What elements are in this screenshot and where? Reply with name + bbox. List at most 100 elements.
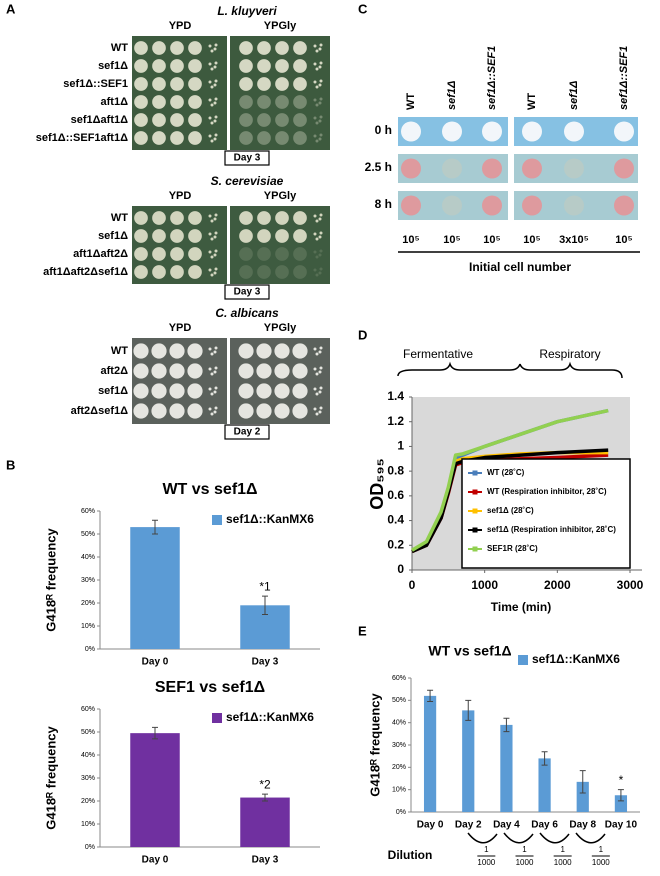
colony-dot bbox=[315, 139, 319, 143]
assay-spot bbox=[482, 195, 502, 216]
colony-spot bbox=[169, 383, 185, 399]
error-bar bbox=[262, 793, 268, 802]
colony-spot bbox=[151, 343, 167, 359]
y-tick-label: 50% bbox=[81, 729, 95, 736]
error-bar bbox=[579, 770, 586, 794]
colony-dot bbox=[213, 410, 217, 414]
strain-label: WT bbox=[526, 93, 538, 110]
y-tick-label: 10% bbox=[81, 821, 95, 828]
colony-spot bbox=[238, 363, 254, 379]
colony-spot bbox=[293, 113, 307, 127]
x-tick-label: 1000 bbox=[471, 578, 498, 592]
strain-label: sef1Δ::SEF1 bbox=[63, 78, 128, 90]
colony-dot bbox=[214, 346, 218, 350]
colony-dot bbox=[210, 139, 214, 143]
plate bbox=[230, 36, 330, 150]
colony-dot bbox=[213, 119, 217, 123]
error-bar bbox=[152, 726, 158, 740]
legend-label: sef1Δ (28˚C) bbox=[487, 506, 534, 515]
colony-dot bbox=[318, 235, 322, 239]
x-tick-label: Day 3 bbox=[252, 657, 279, 668]
day-label: Day 3 bbox=[234, 287, 261, 298]
colony-dot bbox=[315, 103, 319, 107]
colony-spot bbox=[134, 131, 148, 145]
colony-spot bbox=[239, 59, 253, 73]
colony-dot bbox=[214, 133, 218, 137]
colony-spot bbox=[170, 77, 184, 91]
colony-dot bbox=[315, 219, 319, 223]
colony-spot bbox=[275, 247, 289, 261]
colony-dot bbox=[214, 249, 218, 253]
colony-dot bbox=[208, 387, 212, 391]
colony-spot bbox=[275, 59, 289, 73]
colony-spot bbox=[170, 265, 184, 279]
colony-spot bbox=[134, 77, 148, 91]
bracket bbox=[519, 361, 623, 379]
colony-dot bbox=[318, 83, 322, 87]
colony-spot bbox=[152, 59, 166, 73]
colony-dot bbox=[214, 115, 218, 119]
colony-spot bbox=[275, 211, 289, 225]
cell-number: 10⁵ bbox=[483, 234, 500, 246]
colony-dot bbox=[313, 214, 317, 218]
colony-spot bbox=[170, 41, 184, 55]
x-tick-label: Day 4 bbox=[493, 820, 520, 831]
colony-spot bbox=[293, 95, 307, 109]
colony-spot bbox=[170, 131, 184, 145]
colony-dot bbox=[313, 347, 317, 351]
line-series bbox=[411, 448, 609, 554]
y-tick-label: 0.6 bbox=[387, 488, 404, 502]
colony-dot bbox=[313, 407, 317, 411]
strain-label: sef1Δ::SEF1aft1Δ bbox=[36, 132, 128, 144]
colony-dot bbox=[213, 271, 217, 275]
colony-spot bbox=[134, 113, 148, 127]
colony-dot bbox=[315, 121, 319, 125]
colony-dot bbox=[318, 390, 322, 394]
bar bbox=[130, 527, 180, 649]
y-axis-label: OD₅₉₅ bbox=[367, 458, 387, 510]
y-tick-label: 60% bbox=[81, 706, 95, 713]
assay-spot bbox=[442, 158, 462, 179]
error-bar bbox=[465, 699, 472, 721]
panel-label: A bbox=[6, 1, 16, 16]
colony-spot bbox=[274, 383, 290, 399]
strain-label: aft1Δaft2Δ bbox=[73, 248, 128, 260]
colony-dot bbox=[213, 350, 217, 354]
colony-dot bbox=[318, 217, 322, 221]
colony-spot bbox=[169, 403, 185, 419]
colony-dot bbox=[213, 217, 217, 221]
fraction-numerator: 1 bbox=[484, 845, 489, 854]
colony-dot bbox=[208, 98, 212, 102]
strain-label: sef1Δ::SEF1 bbox=[618, 46, 630, 110]
colony-spot bbox=[133, 343, 149, 359]
colony-dot bbox=[208, 250, 212, 254]
colony-spot bbox=[274, 343, 290, 359]
colony-spot bbox=[274, 403, 290, 419]
colony-spot bbox=[257, 247, 271, 261]
colony-dot bbox=[315, 372, 319, 376]
colony-spot bbox=[292, 363, 308, 379]
chart-title: WT vs sef1Δ bbox=[162, 481, 257, 498]
colony-dot bbox=[319, 249, 323, 253]
cell-number: 10⁵ bbox=[615, 234, 632, 246]
y-tick-label: 60% bbox=[81, 508, 95, 515]
colony-spot bbox=[292, 403, 308, 419]
colony-spot bbox=[151, 383, 167, 399]
fraction-numerator: 1 bbox=[522, 845, 527, 854]
y-tick-label: 20% bbox=[392, 764, 406, 771]
colony-spot bbox=[239, 95, 253, 109]
phase-label: Respiratory bbox=[539, 347, 600, 361]
colony-dot bbox=[313, 116, 317, 120]
legend-marker bbox=[472, 489, 478, 495]
colony-spot bbox=[293, 131, 307, 145]
colony-dot bbox=[313, 98, 317, 102]
colony-dot bbox=[213, 65, 217, 69]
colony-spot bbox=[275, 113, 289, 127]
error-bar bbox=[427, 689, 434, 702]
colony-dot bbox=[213, 370, 217, 374]
colony-spot bbox=[188, 59, 202, 73]
colony-dot bbox=[208, 134, 212, 138]
medium-label: YPGly bbox=[264, 20, 297, 32]
colony-spot bbox=[274, 363, 290, 379]
assay-spot bbox=[482, 158, 502, 179]
